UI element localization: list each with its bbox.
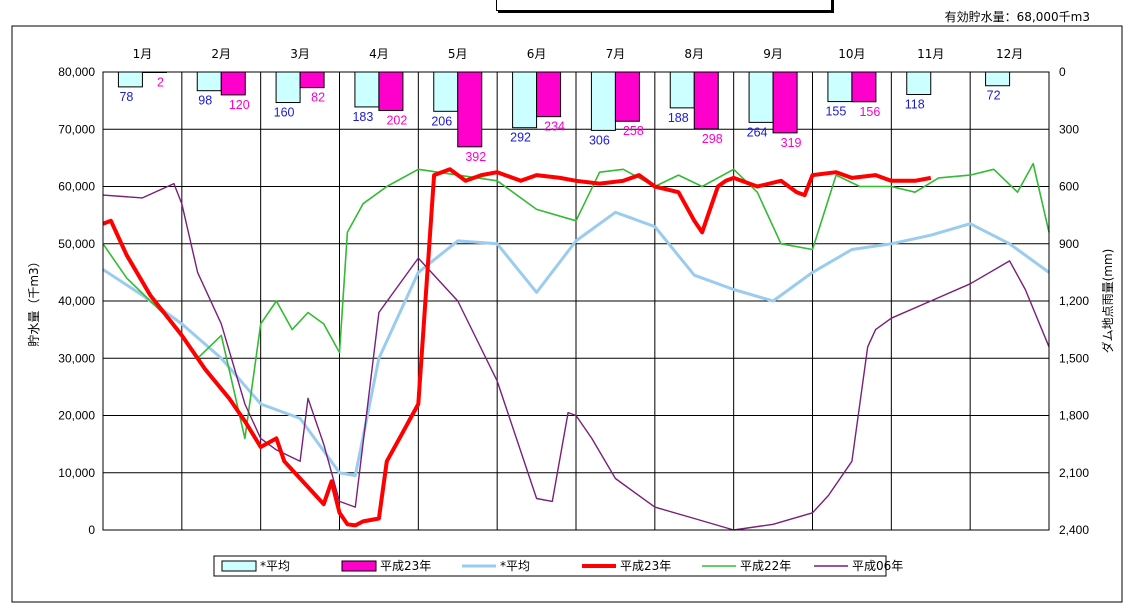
avg-rain-bar — [512, 71, 538, 129]
avg-rain-bar — [433, 71, 459, 112]
y-tick-label: 60,000 — [58, 180, 95, 194]
y-axis-title: 貯水量（千m3） — [27, 255, 41, 346]
avg-rain-bar — [906, 71, 932, 96]
h23-rain-bar — [378, 71, 404, 112]
y-tick-label: 80,000 — [58, 65, 95, 79]
y-tick-label: 70,000 — [58, 122, 95, 136]
y2-tick-label: 0 — [1059, 65, 1066, 79]
avg-rain-bar — [827, 71, 853, 103]
avg-rain-label: 72 — [987, 89, 1001, 103]
avg-rain-label: 155 — [825, 105, 846, 119]
h23-rain-label: 319 — [781, 136, 802, 150]
y2-axis-title: ダム地点雨量(mm) — [1100, 249, 1115, 354]
h23-rain-label: 258 — [623, 124, 644, 138]
legend-swatch — [341, 560, 377, 572]
grid — [103, 71, 1049, 531]
month-label: 8月 — [684, 47, 704, 61]
avg-storage-line — [102, 210, 1050, 478]
avg-rain-label: 160 — [274, 106, 295, 120]
avg-rain-bar — [748, 71, 774, 123]
h23-rain-bar — [693, 71, 719, 130]
h23-storage-line — [102, 167, 932, 528]
legend: *平均 平成23年 *平均 平成23年 平成22年 平成06年 — [213, 555, 903, 577]
avg-rain-label: 118 — [905, 98, 925, 112]
rain-bars — [117, 71, 1011, 148]
legend-label: 平成22年 — [740, 559, 791, 573]
h23-rain-label: 120 — [229, 98, 250, 112]
avg-rain-bar — [196, 71, 222, 92]
y2-tick-label: 600 — [1059, 180, 1079, 194]
h23-rain-bar — [851, 71, 877, 103]
avg-rain-label: 188 — [668, 111, 689, 125]
y-tick-label: 50,000 — [58, 237, 95, 251]
avg-rain-bar — [985, 71, 1011, 87]
h23-rain-label: 202 — [386, 114, 407, 128]
avg-rain-bar — [275, 71, 301, 104]
capacity-label: 有効貯水量：68,000千m3 — [944, 10, 1090, 24]
chart-title-box — [496, 0, 832, 11]
avg-rain-bar — [354, 71, 380, 108]
y2-tick-label: 1,800 — [1059, 409, 1089, 423]
h22-storage-line — [102, 162, 1050, 440]
h23-rain-label: 298 — [702, 132, 723, 146]
h23-rain-label: 82 — [311, 91, 325, 105]
y-tick-label: 10,000 — [58, 466, 95, 480]
legend-label: *平均 — [500, 559, 530, 573]
month-label: 7月 — [606, 47, 626, 61]
avg-rain-bar — [590, 71, 616, 131]
avg-rain-label: 264 — [747, 125, 768, 139]
month-label: 9月 — [763, 47, 783, 61]
h23-rain-bar — [772, 71, 798, 134]
month-label: 11月 — [917, 47, 944, 61]
h23-rain-bar — [614, 71, 640, 122]
y2-tick-label: 1,500 — [1059, 351, 1089, 365]
month-label: 6月 — [527, 47, 547, 61]
legend-label: *平均 — [260, 559, 290, 573]
month-label: 5月 — [448, 47, 468, 61]
avg-rain-label: 183 — [352, 110, 373, 124]
month-label: 2月 — [211, 47, 231, 61]
h23-rain-label: 2 — [157, 75, 164, 89]
y2-tick-label: 1,200 — [1059, 294, 1089, 308]
avg-rain-label: 78 — [119, 90, 133, 104]
y-tick-label: 0 — [88, 523, 95, 537]
y2-tick-label: 300 — [1059, 122, 1079, 136]
outer-frame — [11, 25, 1123, 603]
h23-rain-label: 234 — [544, 120, 565, 134]
month-label: 12月 — [996, 47, 1023, 61]
legend-label: 平成23年 — [380, 559, 431, 573]
h23-rain-bar — [457, 71, 483, 148]
y-tick-label: 40,000 — [58, 294, 95, 308]
month-label: 4月 — [369, 47, 389, 61]
plot-area — [102, 71, 1050, 531]
month-label: 10月 — [838, 47, 865, 61]
avg-rain-label: 98 — [198, 94, 212, 108]
month-label: 3月 — [290, 47, 310, 61]
y-tick-label: 30,000 — [58, 351, 95, 365]
avg-rain-label: 292 — [510, 131, 531, 145]
avg-rain-label: 306 — [589, 133, 610, 147]
data-labels: 78 98 160 183 206 292 306 188 264 155 118 72 2 120 82 2… — [119, 75, 1000, 163]
legend-swatch — [221, 560, 257, 572]
h23-rain-label: 156 — [859, 105, 880, 119]
h23-rain-bar — [299, 71, 325, 89]
y2-tick-label: 2,400 — [1059, 523, 1089, 537]
h23-rain-label: 392 — [465, 150, 486, 164]
avg-rain-bar — [117, 71, 143, 88]
h23-rain-bar — [220, 71, 246, 96]
avg-rain-label: 206 — [431, 114, 452, 128]
avg-rain-bar — [669, 71, 695, 109]
y-tick-label: 20,000 — [58, 409, 95, 423]
month-label: 1月 — [133, 47, 153, 61]
y2-tick-label: 2,100 — [1059, 466, 1089, 480]
h06-storage-line — [102, 182, 1050, 531]
legend-box — [213, 555, 887, 577]
legend-label: 平成06年 — [852, 559, 903, 573]
storage-lines — [102, 162, 1050, 531]
y2-tick-label: 900 — [1059, 237, 1079, 251]
h23-rain-bar — [536, 71, 562, 118]
legend-label: 平成23年 — [620, 559, 671, 573]
axes: 0 10,000 20,000 30,000 40,000 50,000 60,000 70,… — [58, 47, 1089, 537]
